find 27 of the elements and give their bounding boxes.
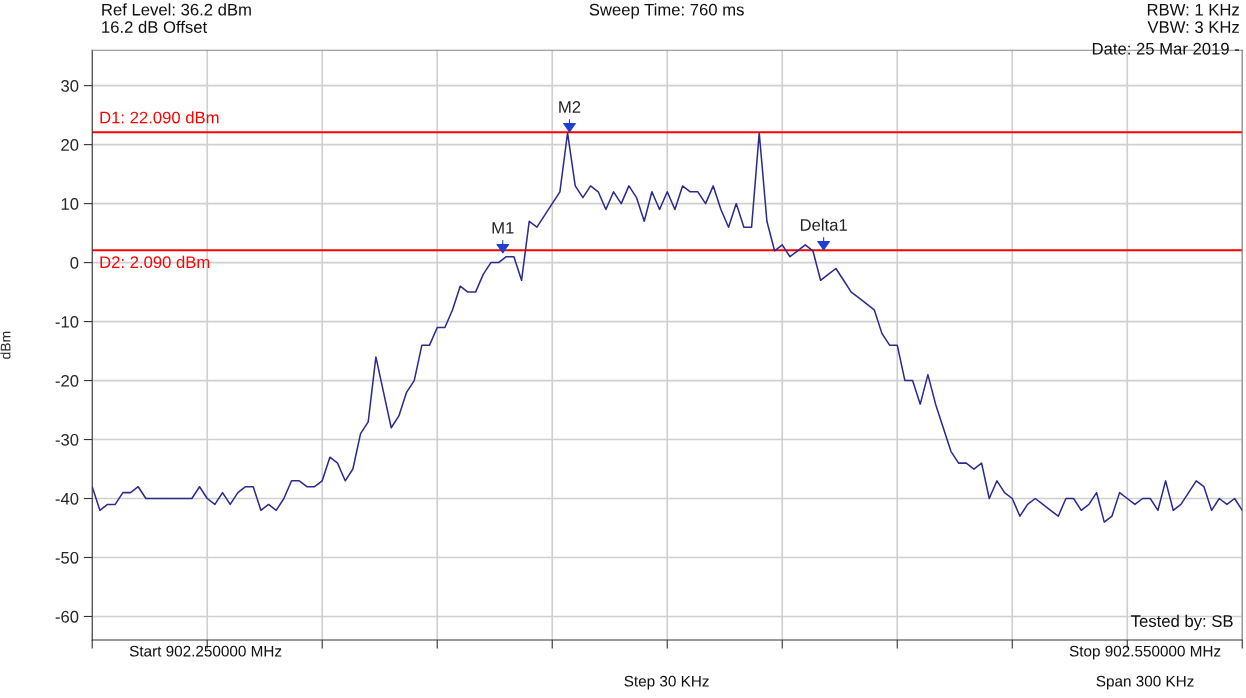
text: Stop 902.550000 MHz — [1069, 645, 1221, 660]
text: Sweep Time: 760 ms — [589, 3, 744, 19]
text: Start 902.250000 MHz — [129, 645, 282, 657]
annotation: M1 — [492, 222, 514, 234]
annotation: Date: 25 Mar 2019 - — [1092, 42, 1240, 55]
text: RBW: 1 KHz — [1147, 3, 1239, 16]
text: Span 300 KHz — [1096, 675, 1194, 690]
y-tick-label: 30 — [61, 80, 79, 92]
y-tick-label: -40 — [55, 492, 79, 505]
text: Step 30 KHz — [624, 675, 709, 690]
y-tick-label: -20 — [55, 374, 79, 387]
y-tick-label: -50 — [55, 551, 79, 564]
y-axis-title: dBm — [0, 331, 11, 359]
y-tick-label: 20 — [61, 139, 79, 151]
ref-line-label: D1: 22.090 dBm — [100, 111, 219, 124]
y-tick-label: 10 — [61, 198, 79, 210]
annotation: M2 — [559, 101, 581, 113]
text: 16.2 dB Offset — [102, 20, 208, 33]
annotation: Delta1 — [800, 218, 847, 231]
ref-line-label: D2: 2.090 dBm — [100, 255, 210, 269]
y-tick-label: -10 — [55, 315, 79, 328]
y-tick-label: -30 — [55, 433, 79, 446]
annotation: Tested by: SB — [1131, 614, 1233, 631]
text: VBW: 3 KHz — [1147, 21, 1239, 33]
y-tick-label: 0 — [70, 256, 79, 269]
text: Ref Level: 36.2 dBm — [102, 3, 251, 16]
y-tick-label: -60 — [55, 610, 79, 623]
